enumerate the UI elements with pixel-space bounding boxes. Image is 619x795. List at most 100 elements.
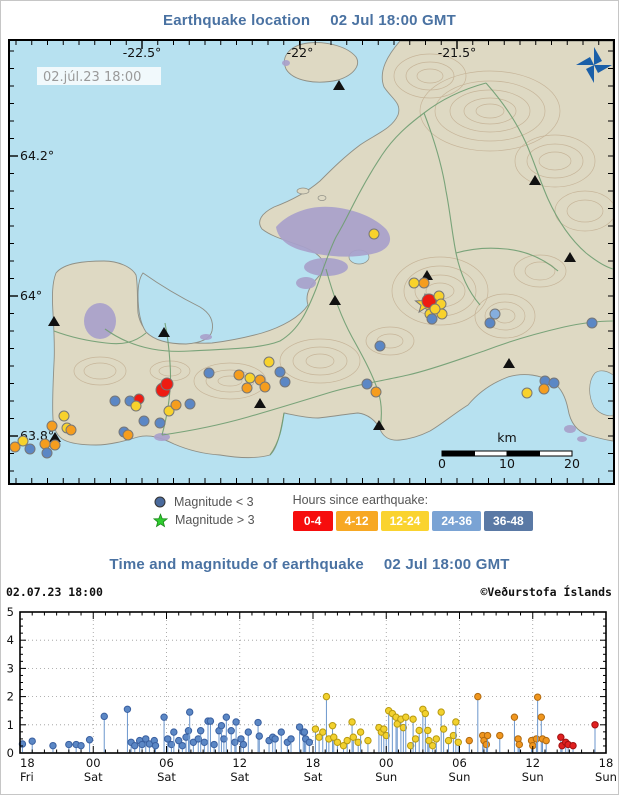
chart-xtick-hour: 12 [232, 756, 247, 770]
hours-bin-36-48: 36-48 [484, 511, 533, 531]
chart-point [349, 733, 357, 741]
quake-dot [58, 410, 70, 422]
earthquake-markers [10, 228, 598, 459]
chart-point [49, 741, 57, 750]
magnitude-large-row: Magnitude > 3 [153, 511, 255, 529]
chart-ytick-label: 3 [7, 661, 14, 675]
chart-point [348, 718, 356, 726]
chart-point [533, 693, 542, 701]
chart-xtick-hour: 12 [525, 756, 540, 770]
chart-point [232, 718, 240, 726]
chart-ytick-label: 0 [7, 746, 14, 760]
quake-dot [263, 356, 275, 368]
quake-dot [49, 439, 61, 451]
chart-xtick-day: Sat [84, 770, 103, 784]
svg-text:10: 10 [499, 456, 515, 471]
chart-point [194, 735, 202, 743]
time-magnitude-chart: 01234518Fri00Sat06Sat12Sat18Sat00Sun06Su… [7, 605, 617, 784]
quake-dot [130, 400, 142, 412]
north-peninsula [284, 42, 358, 83]
map-lon-label: -21.5° [438, 45, 477, 60]
chart-xtick-hour: 18 [20, 756, 35, 770]
chart-point [515, 740, 524, 749]
chart-panel-title: Time and magnitude of earthquake 02 Jul 1… [1, 545, 618, 583]
chart-point [406, 741, 415, 750]
roads [53, 82, 613, 456]
chart-xtick-hour: 06 [159, 756, 174, 770]
chart-grid [20, 612, 606, 753]
chart-point [532, 735, 541, 743]
map-container: -22.5° -22° -21.5° 64.2° 64° 63.8° 02.júl.23 1… [8, 39, 615, 485]
chart-point [496, 731, 504, 740]
chart-point [483, 731, 492, 740]
chart-point [167, 740, 176, 749]
islet [317, 195, 327, 201]
quake-dot [122, 429, 134, 441]
chart-xtick-day: Sat [304, 770, 323, 784]
map-title-text: Earthquake location [163, 12, 311, 29]
quake-dot [368, 228, 380, 240]
chart-point [537, 713, 545, 721]
magnitude-small-row: Magnitude < 3 [153, 493, 255, 511]
svg-text:20: 20 [564, 456, 580, 471]
chart-frame [19, 611, 607, 754]
chart-point [200, 738, 209, 746]
chart-point [85, 736, 94, 744]
map-lat-label: 64.2° [20, 148, 54, 163]
chart-point [465, 736, 473, 745]
chart-point [196, 727, 205, 735]
station-triangle-icon [158, 327, 170, 337]
chart-point [421, 709, 430, 718]
chart-title-datetime: 02 Jul 18:00 GMT [383, 556, 510, 573]
chart-point [295, 723, 304, 731]
chart-point [142, 735, 150, 743]
chart-point [239, 740, 248, 749]
station-triangle-icon [48, 316, 60, 326]
chart-point [151, 741, 160, 750]
quake-dot [233, 369, 245, 381]
chart-point [277, 728, 285, 736]
quake-dot [489, 308, 501, 320]
hours-bins: 0-4 4-12 12-24 24-36 36-48 [292, 511, 536, 531]
chart-point [123, 705, 132, 713]
quake-dot [274, 366, 286, 378]
quake-dot [586, 317, 598, 329]
map-lat-label: 64° [20, 288, 42, 303]
chart-xtick-day: Sun [522, 770, 544, 784]
magnitude-large-label: Magnitude > 3 [175, 513, 255, 527]
chart-xtick-hour: 18 [599, 756, 614, 770]
chart-point [271, 735, 279, 743]
chart-series [18, 692, 599, 752]
chart-point [330, 733, 338, 741]
quake-dot [429, 303, 441, 315]
quake-dot [548, 377, 560, 389]
compass-rose-icon [576, 47, 612, 83]
chart-info-row: 02.07.23 18:00 ©Veðurstofa Íslands [1, 583, 618, 599]
chart-xtick-day: Sat [157, 770, 176, 784]
quake-dot [374, 340, 386, 352]
quake-dot [484, 317, 496, 329]
quake-dot [241, 382, 253, 394]
station-triangle-icon [529, 175, 541, 185]
hours-legend-label: Hours since earthquake: [292, 493, 429, 507]
chart-point [402, 713, 410, 721]
chart-point [227, 727, 235, 735]
chart-point [428, 741, 437, 750]
quake-dot [184, 398, 196, 410]
chart-point [206, 717, 215, 725]
quake-dot [538, 383, 550, 395]
chart-xtick-day: Sun [375, 770, 397, 784]
svg-text:km: km [497, 430, 516, 445]
copyright-label: ©Veðurstofa Íslands [480, 585, 612, 599]
map-timestamp-box [37, 67, 161, 85]
chart-point [185, 708, 194, 716]
quake-dot [370, 386, 382, 398]
chart-point [231, 738, 239, 746]
chart-point [439, 725, 448, 733]
chart-point [244, 728, 252, 736]
contour-lines [73, 53, 613, 400]
station-triangle-icon [49, 432, 61, 442]
chart-point [444, 736, 453, 745]
map-edge-ticks [10, 41, 613, 483]
hours-legend: Hours since earthquake: 0-4 4-12 12-24 24-3… [292, 493, 536, 531]
